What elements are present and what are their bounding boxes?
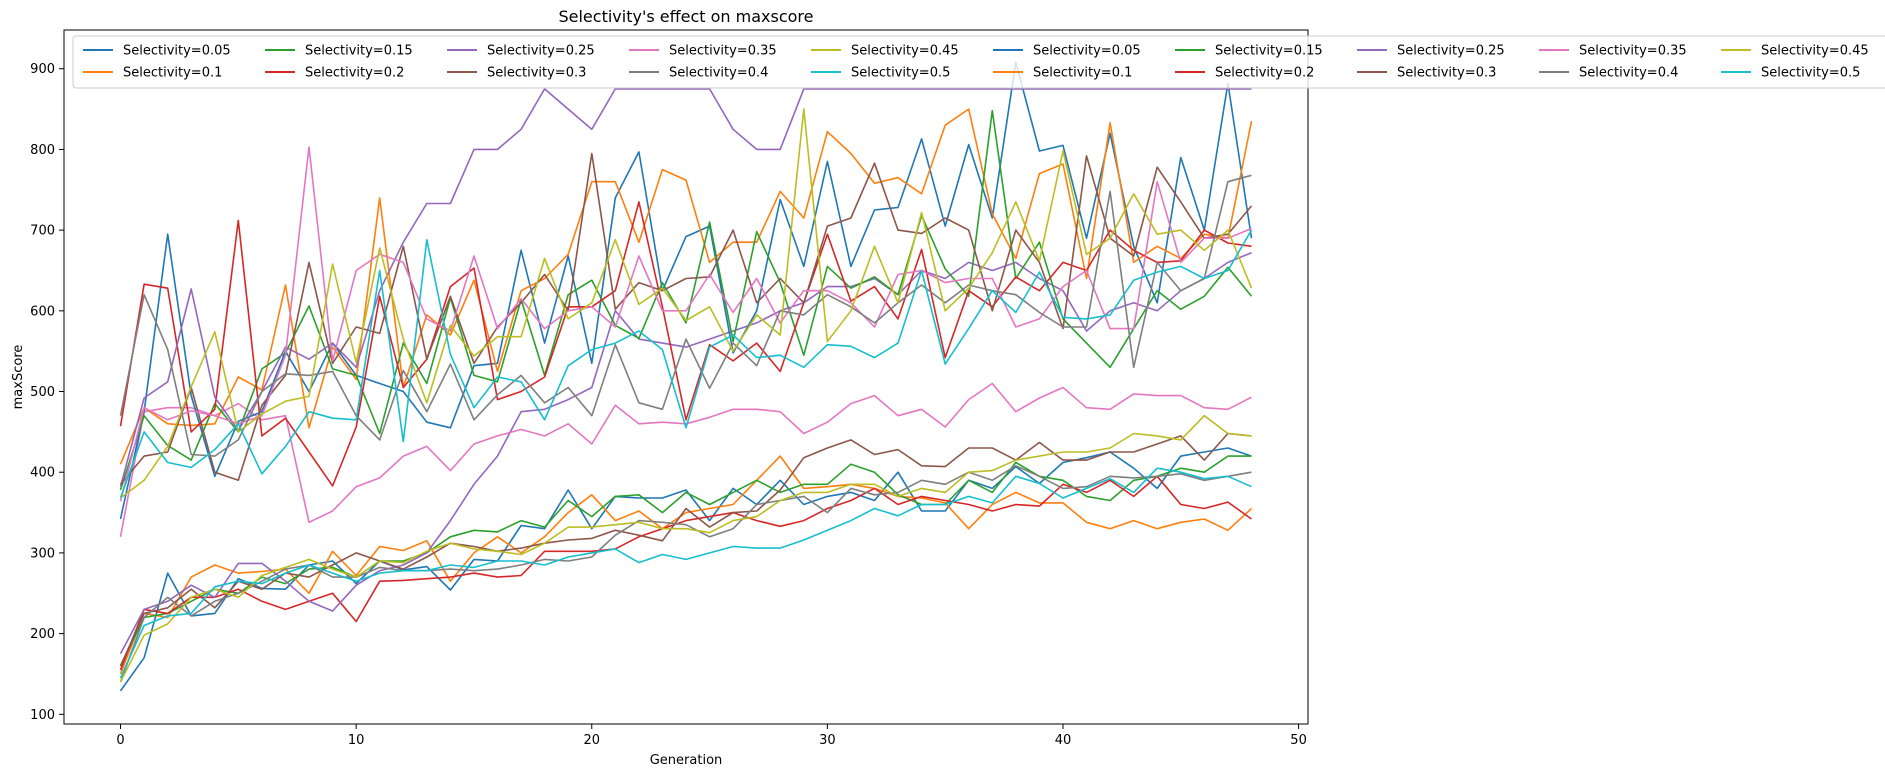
legend-label: Selectivity=0.2 [1215, 66, 1314, 81]
legend-label: Selectivity=0.3 [487, 66, 586, 81]
y-tick-label: 100 [30, 708, 55, 723]
series-line-4 [119, 251, 1252, 655]
series-line-15 [119, 152, 1253, 485]
y-tick-label: 900 [30, 62, 55, 77]
legend-label: Selectivity=0.3 [1397, 66, 1496, 81]
series-line-12 [119, 109, 1253, 491]
y-tick-label: 800 [30, 143, 55, 158]
legend-item: Selectivity=0.1 [83, 66, 222, 81]
x-tick-label: 50 [1290, 733, 1307, 748]
legend-label: Selectivity=0.15 [1215, 44, 1323, 59]
y-tick-label: 300 [30, 546, 55, 561]
legend-item: Selectivity=0.45 [811, 44, 959, 59]
y-tick-label: 600 [30, 304, 55, 319]
legend-item: Selectivity=0.35 [629, 44, 777, 59]
legend-item: Selectivity=0.15 [1175, 44, 1323, 59]
legend-label: Selectivity=0.45 [851, 44, 959, 59]
plot-frame [63, 29, 1309, 725]
x-tick-label: 20 [583, 733, 600, 748]
y-axis-label: maxScore [11, 345, 26, 410]
y-tick-label: 400 [30, 466, 55, 481]
y-tick-label: 500 [30, 385, 55, 400]
legend-item: Selectivity=0.05 [83, 44, 231, 59]
series-line-13 [119, 201, 1252, 487]
legend-item: Selectivity=0.2 [265, 66, 404, 81]
series-line-6 [119, 382, 1252, 537]
legend-item: Selectivity=0.5 [811, 66, 950, 81]
x-tick-label: 0 [116, 733, 124, 748]
legend-item: Selectivity=0.4 [1539, 66, 1678, 81]
legend-label: Selectivity=0.25 [1397, 44, 1505, 59]
legend-item: Selectivity=0.05 [993, 44, 1141, 59]
series-line-5 [119, 432, 1252, 667]
legend-item: Selectivity=0.25 [447, 44, 595, 59]
series-line-8 [119, 414, 1252, 683]
series-line-16 [119, 146, 1252, 502]
legend-item: Selectivity=0.1 [993, 66, 1132, 81]
y-axis-ticks: 100 200 300 400 500 600 700 800 900 [30, 62, 64, 723]
legend-item: Selectivity=0.25 [1357, 44, 1505, 59]
series-line-10 [119, 61, 1253, 520]
legend-label: Selectivity=0.45 [1761, 44, 1869, 59]
legend-label: Selectivity=0.2 [305, 66, 404, 81]
legend-item: Selectivity=0.45 [1721, 44, 1869, 59]
legend-label: Selectivity=0.05 [123, 44, 231, 59]
legend-label: Selectivity=0.1 [1033, 66, 1132, 81]
legend-item: Selectivity=0.15 [265, 44, 413, 59]
series-line-14 [119, 88, 1252, 487]
series-line-19 [119, 229, 1253, 499]
series-line-11 [119, 108, 1253, 465]
legend-box [72, 35, 1885, 89]
legend-label: Selectivity=0.25 [487, 44, 595, 59]
x-tick-label: 40 [1055, 733, 1072, 748]
y-tick-label: 200 [30, 627, 55, 642]
series-line-1 [119, 455, 1253, 675]
legend: Selectivity=0.05 Selectivity=0.1 Selectivi… [72, 35, 1885, 89]
legend-label: Selectivity=0.5 [851, 66, 950, 81]
legend-item: Selectivity=0.4 [629, 66, 768, 81]
legend-item: Selectivity=0.2 [1175, 66, 1314, 81]
series-lines [119, 61, 1253, 692]
legend-label: Selectivity=0.15 [305, 44, 413, 59]
legend-label: Selectivity=0.05 [1033, 44, 1141, 59]
series-line-18 [120, 108, 1253, 499]
legend-item: Selectivity=0.5 [1721, 66, 1860, 81]
legend-label: Selectivity=0.4 [669, 66, 768, 81]
chart-title: Selectivity's effect on maxscore [558, 7, 813, 26]
legend-label: Selectivity=0.5 [1761, 66, 1860, 81]
legend-item: Selectivity=0.35 [1539, 44, 1687, 59]
x-tick-label: 10 [348, 733, 365, 748]
legend-label: Selectivity=0.35 [669, 44, 777, 59]
y-tick-label: 700 [30, 224, 55, 239]
series-line-17 [119, 174, 1252, 457]
legend-label: Selectivity=0.1 [123, 66, 222, 81]
legend-item: Selectivity=0.3 [1357, 66, 1496, 81]
series-line-2 [119, 455, 1252, 667]
legend-label: Selectivity=0.35 [1579, 44, 1687, 59]
series-line-9 [119, 467, 1252, 679]
legend-item: Selectivity=0.3 [447, 66, 586, 81]
x-axis-label: Generation [650, 753, 723, 768]
series-line-0 [119, 447, 1252, 692]
x-axis-ticks: 0 10 20 30 40 50 [116, 724, 1307, 748]
legend-label: Selectivity=0.4 [1579, 66, 1678, 81]
x-tick-label: 30 [819, 733, 836, 748]
